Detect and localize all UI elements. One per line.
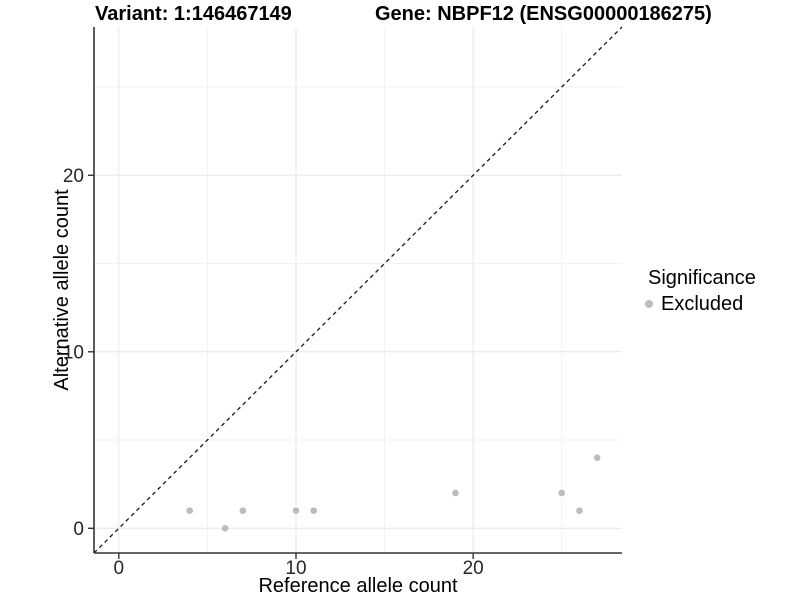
data-point — [576, 507, 583, 514]
legend-title: Significance — [648, 267, 756, 289]
legend-point-icon — [645, 300, 653, 308]
axis-ticks — [88, 174, 474, 559]
plot-title-gene: Gene: NBPF12 (ENSG00000186275) — [375, 3, 712, 25]
axis-lines — [93, 27, 622, 554]
y-axis-title: Alternative allele count — [51, 189, 73, 391]
y-tick-label: 20 — [63, 166, 84, 187]
identity-dashed-line — [93, 26, 623, 554]
data-point — [558, 489, 566, 497]
data-point — [593, 454, 601, 461]
data-point — [310, 507, 318, 514]
data-point — [452, 489, 459, 497]
x-tick-label: 0 — [114, 558, 125, 579]
data-point — [186, 507, 193, 514]
identity-line — [93, 26, 623, 554]
data-point — [221, 524, 229, 532]
data-point — [239, 507, 247, 514]
legend: Significance Excluded — [645, 266, 756, 316]
x-tick-label: 10 — [285, 558, 306, 579]
y-tick-label: 10 — [63, 342, 84, 363]
data-point — [292, 507, 300, 514]
legend-item-excluded: Excluded — [645, 292, 756, 316]
gridlines-major — [94, 27, 622, 553]
legend-item-label: Excluded — [661, 293, 744, 315]
y-tick-label: 0 — [73, 519, 84, 540]
data-points — [186, 454, 601, 532]
x-tick-label: 20 — [463, 558, 484, 579]
x-axis-title: Reference allele count — [258, 575, 457, 597]
gridlines-minor — [94, 27, 622, 553]
plot-title-variant: Variant: 1:146467149 — [95, 3, 292, 25]
tick-labels: 0 10 20 0 10 20 — [63, 166, 484, 579]
